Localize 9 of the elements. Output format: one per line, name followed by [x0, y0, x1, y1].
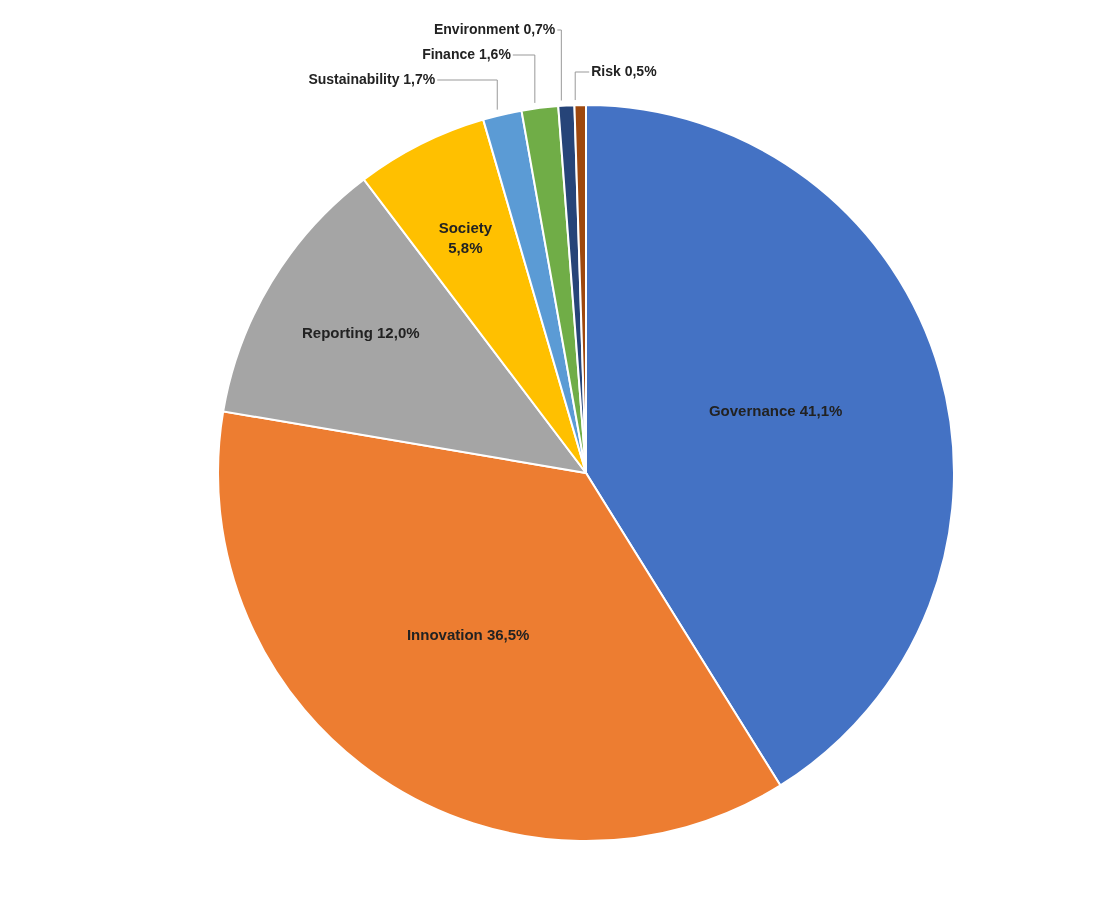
- data-label: 5,8%: [448, 238, 483, 256]
- slice-label: Finance 1,6%: [422, 45, 512, 62]
- slice-label: Risk 0,5%: [591, 62, 658, 79]
- slice-label: Environment 0,7%: [433, 20, 556, 37]
- slice-label: Reporting 12,0%: [302, 324, 420, 342]
- slice-label: Sustainability 1,7%: [308, 70, 436, 87]
- slice-label: Governance 41,1%: [708, 402, 843, 420]
- slice-label: Innovation 36,5%: [406, 626, 530, 644]
- slice-label: Society: [438, 219, 493, 237]
